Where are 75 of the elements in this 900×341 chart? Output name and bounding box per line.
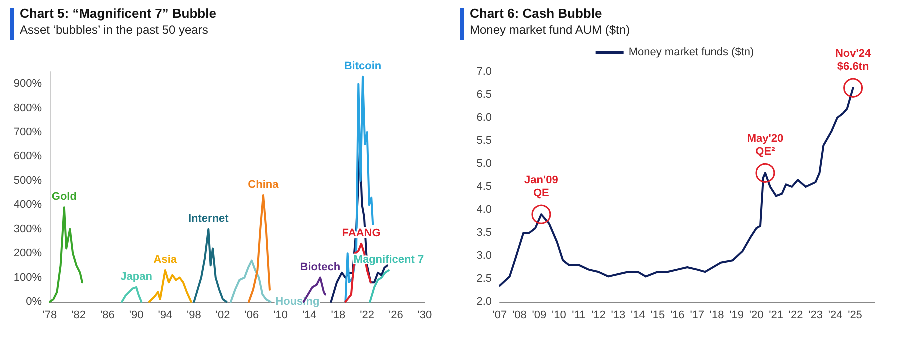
annotation: May'20 QE² [747, 132, 784, 158]
y-tick-label: 900% [14, 78, 42, 90]
x-tick-label: '13 [611, 310, 626, 322]
x-tick-label: '22 [360, 310, 374, 322]
x-tick-label: '19 [730, 310, 744, 322]
series-label: Gold [52, 191, 77, 204]
x-tick-label: '86 [100, 310, 115, 322]
x-tick-label: '22 [788, 310, 804, 322]
x-tick-label: '14 [630, 310, 646, 322]
x-tick-label: '07 [492, 310, 508, 322]
series-label: Biotech [300, 261, 341, 274]
y-tick-label: 800% [14, 102, 42, 114]
line-series [230, 260, 272, 303]
x-tick-label: '24 [828, 310, 843, 322]
y-tick-label: 3.0 [476, 250, 492, 262]
x-tick-label: '14 [302, 310, 317, 322]
x-tick-label: '06 [244, 310, 260, 322]
x-tick-label: '90 [129, 310, 144, 322]
y-tick-label: 4.0 [476, 204, 492, 216]
annotation: Jan'09 QE [524, 174, 558, 200]
series-label: Asia [154, 254, 178, 266]
y-tick-label: 6.0 [476, 112, 492, 124]
line-series [193, 228, 228, 303]
y-tick-label: 0% [26, 296, 42, 308]
y-tick-label: 500% [14, 174, 42, 187]
y-tick-label: 7.0 [476, 66, 492, 78]
x-tick-label: '82 [72, 310, 86, 322]
y-tick-label: 6.5 [476, 89, 492, 101]
x-tick-label: '08 [512, 310, 527, 322]
x-tick-label: '21 [769, 310, 784, 322]
annotation: Nov'24 $6.6tn [835, 48, 872, 73]
x-tick-label: '18 [331, 310, 346, 322]
x-tick-label: '10 [552, 310, 566, 322]
x-tick-label: '09 [532, 310, 547, 322]
x-tick-label: '23 [808, 310, 823, 322]
x-tick-label: '10 [274, 310, 288, 322]
series-label: Bitcoin [344, 60, 382, 72]
x-tick-label: '78 [42, 310, 58, 322]
x-tick-label: '12 [592, 310, 606, 322]
line-series [121, 286, 143, 303]
series-label: Japan [120, 270, 153, 283]
y-tick-label: 100% [14, 272, 42, 284]
y-tick-label: 2.5 [476, 273, 492, 285]
series-label: Internet [188, 212, 230, 225]
y-tick-label: 200% [14, 248, 42, 260]
y-tick-label: 3.5 [476, 227, 492, 239]
series-label: China [248, 178, 280, 191]
chart-title: Chart 5: “Magnificent 7” Bubble [20, 6, 216, 21]
x-tick-label: '30 [418, 310, 432, 322]
x-tick-label: '18 [710, 310, 724, 322]
chart-title: Chart 6: Cash Bubble [470, 6, 604, 21]
y-tick-label: 600% [14, 150, 42, 163]
x-tick-label: '02 [216, 310, 230, 322]
y-tick-label: 300% [14, 223, 42, 236]
chart-subtitle: Money market fund AUM ($tn) [470, 23, 630, 37]
x-tick-label: '16 [670, 310, 685, 322]
y-tick-label: 4.5 [476, 181, 492, 193]
x-tick-label: '94 [158, 310, 173, 322]
y-tick-label: 5.0 [476, 158, 492, 170]
y-tick-label: 700% [14, 126, 42, 139]
legend-label: Money market funds ($tn) [628, 46, 754, 58]
line-series [369, 270, 390, 303]
x-tick-label: '17 [690, 310, 705, 322]
y-tick-label: 2.0 [476, 296, 492, 308]
y-tick-label: 400% [14, 199, 42, 212]
line-series [49, 206, 84, 303]
x-tick-label: '98 [187, 310, 202, 322]
x-tick-label: '25 [848, 310, 862, 322]
x-tick-label: '26 [388, 310, 404, 322]
x-tick-label: '20 [749, 310, 764, 322]
chart-subtitle: Asset ‘bubbles’ in the past 50 years [20, 23, 210, 37]
line-series [248, 194, 271, 303]
y-tick-label: 5.5 [476, 135, 492, 147]
x-tick-label: '15 [650, 310, 666, 322]
x-tick-label: '11 [572, 310, 586, 322]
